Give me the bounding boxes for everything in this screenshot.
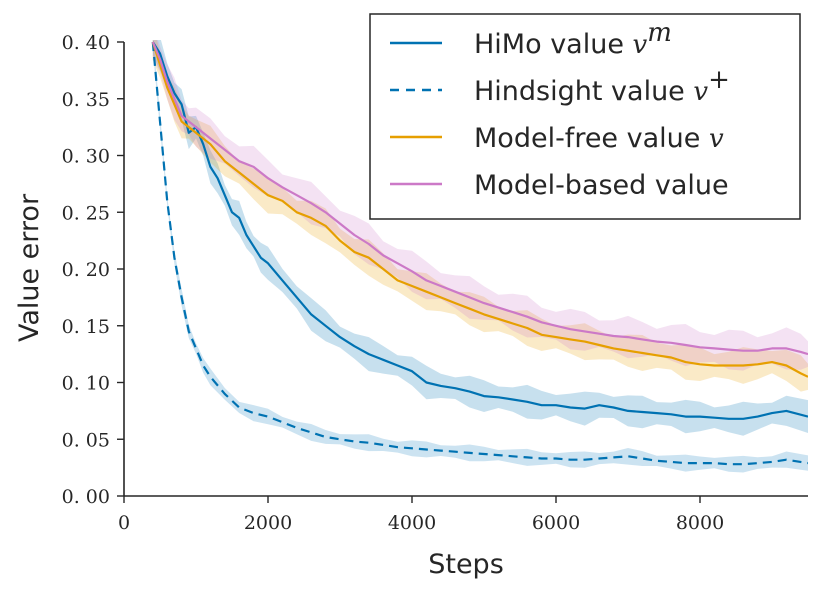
legend-label: Model-based value [474, 170, 729, 201]
y-tick-label: 0. 20 [62, 259, 110, 281]
y-tick-label: 0. 25 [62, 202, 110, 224]
y-tick-label: 0. 05 [62, 429, 110, 451]
x-tick-label: 0 [118, 512, 130, 534]
series-lines [151, 41, 808, 466]
legend-symbol: v [709, 124, 724, 154]
line-himo-value [151, 41, 808, 420]
legend-symbol: v [633, 30, 648, 60]
x-tick-label: 6000 [532, 512, 580, 534]
confidence-bands [152, 40, 808, 473]
y-tick-label: 0. 30 [62, 146, 110, 168]
legend-label: Model-free value v [474, 123, 724, 154]
legend-entry-model-free-value: Model-free value v [390, 123, 724, 154]
y-tick-label: 0. 10 [62, 373, 110, 395]
line-hindsight-value [151, 41, 808, 466]
x-axis: 0 2000 4000 6000 8000 [118, 495, 808, 534]
line-model-based-value [151, 41, 808, 356]
legend-superscript: m [647, 18, 672, 48]
y-tick-label: 0. 35 [62, 89, 110, 111]
x-axis-title: Steps [428, 549, 504, 580]
legend-entry-model-based-value: Model-based value [390, 170, 729, 201]
band-model-based-value [152, 40, 808, 371]
x-tick-label: 4000 [388, 512, 436, 534]
legend-symbol: v [693, 77, 708, 107]
y-axis-title: Value error [14, 193, 45, 342]
legend-superscript: + [708, 65, 730, 95]
x-tick-label: 2000 [244, 512, 292, 534]
band-model-free-value [152, 40, 808, 392]
x-tick-label: 8000 [676, 512, 724, 534]
y-tick-label: 0. 15 [62, 316, 110, 338]
y-axis: 0. 00 0. 05 0. 10 0. 15 0. 20 0. 25 0. 30 0. 35… [62, 32, 125, 508]
y-tick-label: 0. 00 [62, 486, 110, 508]
line-model-free-value [151, 41, 808, 378]
y-tick-label: 0. 40 [62, 32, 110, 54]
